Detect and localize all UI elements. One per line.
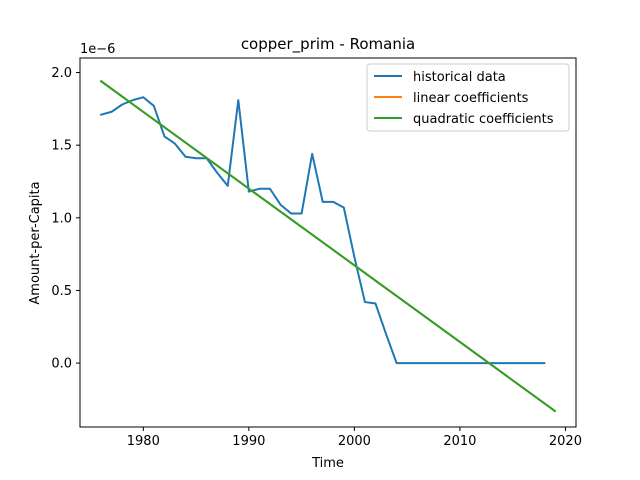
x-axis-label: Time (311, 456, 344, 471)
y-axis-label: Amount-per-Capita (28, 181, 43, 304)
legend-entry: quadratic coefficients (413, 112, 554, 127)
chart-title: copper_prim - Romania (241, 35, 415, 54)
x-tick-label: 1990 (232, 434, 265, 449)
x-tick-label: 2020 (549, 434, 582, 449)
y-tick-label: 1.5 (51, 139, 72, 154)
legend-entry: historical data (413, 70, 506, 85)
plot-area: 1980 1990 2000 2010 2020 0.0 0.5 1.0 1.5 2.0 (51, 57, 582, 449)
x-tick-label: 2010 (443, 434, 476, 449)
y-tick-label: 0.5 (51, 284, 72, 299)
legend-box (366, 63, 570, 132)
y-tick-label: 0.0 (51, 357, 72, 372)
x-tick-label: 2000 (338, 434, 371, 449)
y-tick-label: 1.0 (51, 211, 72, 226)
legend: historical data linear coefficients quadra… (366, 63, 570, 132)
series-line-historical-data (99, 96, 546, 365)
series-line-quadratic-coefficients (99, 79, 557, 413)
y-tick-label: 2.0 (51, 66, 72, 81)
y-offset-label: 1e−6 (80, 42, 115, 57)
legend-entry: linear coefficients (413, 91, 529, 106)
axes-frame (79, 57, 577, 428)
x-tick-label: 1980 (127, 434, 160, 449)
